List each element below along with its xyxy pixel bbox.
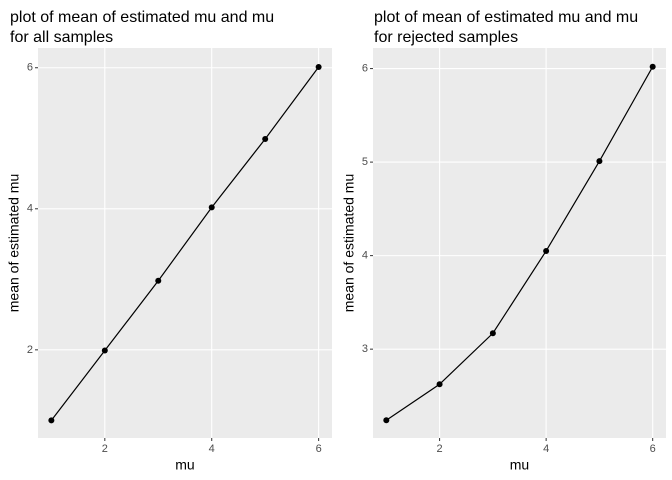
- y-tick-label: 5: [362, 156, 368, 168]
- x-tick-label: 4: [209, 443, 215, 455]
- data-point: [649, 63, 656, 70]
- data-point: [155, 277, 162, 284]
- data-point: [489, 330, 496, 337]
- x-tick-label: 2: [437, 443, 443, 455]
- y-tick-label: 6: [362, 62, 368, 74]
- y-tick-label: 2: [27, 344, 33, 356]
- data-point: [543, 247, 550, 254]
- x-axis-label: mu: [175, 457, 194, 473]
- x-tick-label: 2: [102, 443, 108, 455]
- data-point: [48, 417, 55, 424]
- x-axis-label: mu: [510, 457, 529, 473]
- data-point: [436, 381, 443, 388]
- data-line: [50, 66, 320, 421]
- chart-title: for all samples: [10, 29, 113, 46]
- y-tick-label: 4: [362, 250, 368, 262]
- chart-title: plot of mean of estimated mu and mu: [10, 9, 274, 26]
- x-tick-label: 6: [316, 443, 322, 455]
- y-tick-label: 4: [27, 203, 33, 215]
- data-point: [315, 64, 322, 71]
- data-point: [101, 347, 108, 354]
- x-tick-label: 4: [543, 443, 549, 455]
- chart-title: plot of mean of estimated mu and mu: [374, 9, 638, 26]
- data-point: [383, 417, 390, 424]
- chart-title: for rejected samples: [374, 29, 518, 46]
- y-tick-label: 3: [362, 343, 368, 355]
- y-axis-label: mean of estimated mu: [341, 174, 357, 313]
- x-tick-label: 6: [650, 443, 656, 455]
- data-point: [262, 135, 269, 142]
- data-point: [208, 204, 215, 211]
- panel-background: [373, 48, 666, 438]
- y-axis-label: mean of estimated mu: [6, 174, 22, 313]
- data-line: [385, 66, 654, 421]
- data-point: [596, 158, 603, 165]
- y-tick-label: 6: [27, 62, 33, 74]
